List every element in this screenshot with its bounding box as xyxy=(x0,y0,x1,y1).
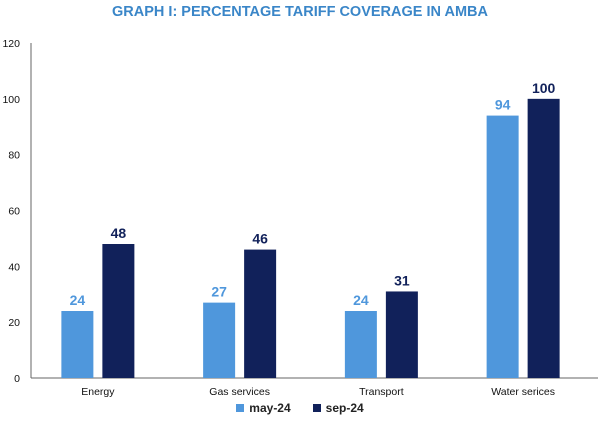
bar-gas-services-may-24 xyxy=(203,302,236,378)
y-tick-label-20: 20 xyxy=(8,317,20,329)
legend-label-sep-24: sep-24 xyxy=(325,401,364,415)
data-label-water-serices-sep-24: 100 xyxy=(532,80,556,96)
y-tick-label-0: 0 xyxy=(14,373,20,385)
bar-gas-services-sep-24 xyxy=(244,249,277,378)
data-label-energy-may-24: 24 xyxy=(70,292,86,308)
data-label-energy-sep-24: 48 xyxy=(111,225,127,241)
data-label-transport-may-24: 24 xyxy=(353,292,369,308)
legend: may-24 sep-24 xyxy=(0,401,600,415)
bar-transport-may-24 xyxy=(344,311,377,378)
bar-energy-sep-24 xyxy=(102,244,135,378)
x-tick-label-water-serices: Water serices xyxy=(491,386,555,398)
y-tick-label-80: 80 xyxy=(8,150,20,162)
data-label-transport-sep-24: 31 xyxy=(394,272,410,288)
x-tick-label-transport: Transport xyxy=(359,386,404,398)
legend-item-may-24: may-24 xyxy=(236,401,291,415)
chart-title: GRAPH I: PERCENTAGE TARIFF COVERAGE IN A… xyxy=(112,4,488,20)
y-tick-label-100: 100 xyxy=(2,94,20,106)
bar-water-serices-sep-24 xyxy=(527,98,560,378)
data-label-gas-services-may-24: 27 xyxy=(211,284,227,300)
legend-swatch-may-24 xyxy=(236,404,245,412)
bar-water-serices-may-24 xyxy=(486,115,519,378)
bar-energy-may-24 xyxy=(61,311,94,378)
y-tick-label-60: 60 xyxy=(8,206,20,218)
legend-swatch-sep-24 xyxy=(312,404,321,412)
y-tick-label-120: 120 xyxy=(2,38,20,50)
y-tick-label-40: 40 xyxy=(8,261,20,273)
data-label-gas-services-sep-24: 46 xyxy=(252,231,268,247)
data-label-water-serices-may-24: 94 xyxy=(495,97,511,113)
legend-item-sep-24: sep-24 xyxy=(312,401,364,415)
x-tick-label-energy: Energy xyxy=(81,386,115,398)
legend-label-may-24: may-24 xyxy=(249,401,291,415)
x-tick-label-gas-services: Gas services xyxy=(209,386,270,398)
bar-transport-sep-24 xyxy=(385,291,418,378)
